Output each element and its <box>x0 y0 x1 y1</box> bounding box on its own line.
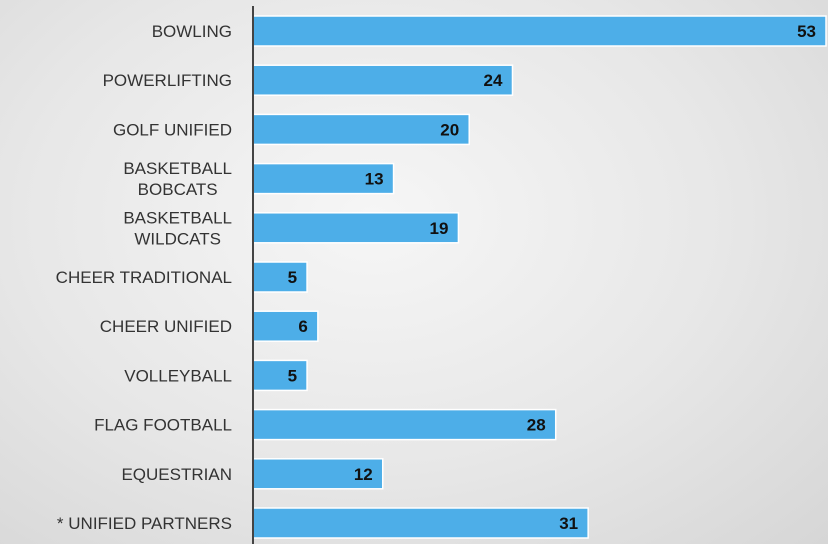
bar-basketball-wildcats <box>252 212 460 244</box>
category-label-basketball-bobcats: BASKETBALL BOBCATS <box>123 159 232 199</box>
bars-group <box>252 15 827 539</box>
bar-powerlifting <box>252 64 514 96</box>
value-label-golf-unified: 20 <box>440 120 459 139</box>
value-label-cheer-unified: 6 <box>298 317 307 336</box>
category-label-flag-football: FLAG FOOTBALL <box>94 416 232 435</box>
category-label-bowling: BOWLING <box>152 22 232 41</box>
value-label-equestrian: 12 <box>354 465 373 484</box>
bar-flag-football <box>252 408 557 441</box>
category-label-cheer-traditional: CHEER TRADITIONAL <box>56 268 232 287</box>
value-label-cheer-traditional: 5 <box>288 268 297 287</box>
category-label-golf-unified: GOLF UNIFIED <box>113 120 232 139</box>
value-label-basketball-bobcats: 13 <box>365 170 384 189</box>
value-label-flag-football: 28 <box>527 416 546 435</box>
bar-cheer-unified <box>252 310 319 342</box>
category-label-unified-partners: * UNIFIED PARTNERS <box>57 514 232 533</box>
bar-golf-unified <box>252 113 470 146</box>
value-label-powerlifting: 24 <box>484 71 503 90</box>
bar-cheer-traditional <box>252 261 308 293</box>
value-label-bowling: 53 <box>797 22 816 41</box>
bar-volleyball <box>252 359 308 392</box>
category-label-powerlifting: POWERLIFTING <box>103 71 232 90</box>
category-label-equestrian: EQUESTRIAN <box>121 465 232 484</box>
bar-unified-partners <box>252 507 589 539</box>
value-label-basketball-wildcats: 19 <box>429 219 448 238</box>
category-label-basketball-wildcats: BASKETBALL WILDCATS <box>123 208 232 248</box>
value-label-unified-partners: 31 <box>559 514 578 533</box>
value-labels-group: 53 24 20 13 19 5 6 5 28 12 31 <box>288 22 816 533</box>
bar-bowling <box>252 15 827 47</box>
bar-equestrian <box>252 458 384 490</box>
value-label-volleyball: 5 <box>288 366 297 385</box>
category-label-cheer-unified: CHEER UNIFIED <box>100 317 232 336</box>
category-labels-group: BOWLING POWERLIFTING GOLF UNIFIED BASKETBAL… <box>56 22 232 533</box>
category-label-volleyball: VOLLEYBALL <box>124 366 232 385</box>
